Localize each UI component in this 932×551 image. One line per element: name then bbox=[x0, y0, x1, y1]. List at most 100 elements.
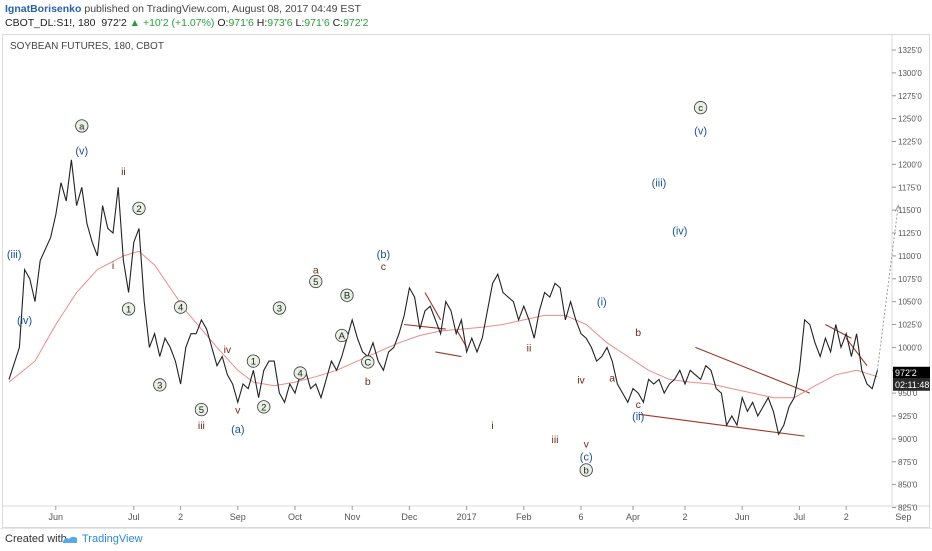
tradingview-logo-icon bbox=[63, 536, 77, 543]
x-tick-label: Dec bbox=[401, 512, 418, 522]
wave-label: (a) bbox=[231, 424, 244, 436]
x-tick-label: Jul bbox=[128, 512, 140, 522]
open-value: 971'6 bbox=[228, 17, 254, 29]
chart-area[interactable]: SOYBEAN FUTURES, 180, CBOT 1325'0 1300'0 1… bbox=[2, 34, 930, 528]
y-tick-label: 825'0 bbox=[898, 504, 918, 513]
y-tick-label: 1075'0 bbox=[898, 275, 922, 284]
wave-label-text: C bbox=[364, 358, 371, 369]
wave-label-text: 3 bbox=[277, 304, 282, 315]
wave-label-text: a bbox=[79, 121, 85, 132]
x-tick-label: Feb bbox=[516, 512, 532, 522]
trendline bbox=[424, 292, 442, 321]
countdown-label: 02:11:48 bbox=[895, 380, 929, 390]
y-tick-label: 1150'0 bbox=[898, 206, 922, 215]
wave-label-text: 2 bbox=[261, 402, 266, 413]
circled-wave-label: c bbox=[693, 101, 708, 115]
y-tick-label: 1325'0 bbox=[898, 46, 922, 55]
y-tick-label: 1125'0 bbox=[898, 229, 922, 238]
y-tick-label: 1300'0 bbox=[898, 69, 922, 78]
x-axis: Jun Jul 2 Sep Oct Nov Dec 2017 Feb 6 Apr 2 Jun Jul 2 Se… bbox=[49, 506, 911, 522]
y-tick-label: 1275'0 bbox=[898, 92, 922, 101]
wave-label: c bbox=[381, 261, 386, 273]
y-tick-label: 900'0 bbox=[898, 435, 918, 444]
x-tick-label: Nov bbox=[344, 512, 361, 522]
footer: Created with TradingView bbox=[0, 528, 932, 551]
wave-label: b bbox=[635, 327, 641, 339]
circled-wave-label: 3 bbox=[272, 301, 286, 315]
close-value: 972'2 bbox=[343, 17, 369, 29]
circled-wave-label: b bbox=[579, 463, 593, 477]
y-tick-label: 950'0 bbox=[898, 389, 918, 398]
y-tick-label: 1050'0 bbox=[898, 298, 922, 307]
wave-label: v bbox=[584, 438, 590, 450]
circled-wave-label: 4 bbox=[174, 300, 188, 314]
trendline bbox=[435, 351, 462, 358]
wave-label: (c) bbox=[580, 451, 593, 463]
wave-label: (iv) bbox=[672, 225, 687, 237]
trendline bbox=[845, 337, 868, 367]
wave-label-text: A bbox=[339, 331, 346, 342]
y-tick-label: 1175'0 bbox=[898, 183, 922, 192]
wave-label: b bbox=[365, 376, 371, 388]
timer-tag: 02:11:48 bbox=[893, 378, 930, 391]
circled-wave-label: C bbox=[361, 355, 375, 369]
circled-wave-label: 5 bbox=[309, 274, 323, 289]
circled-wave-label: A bbox=[335, 328, 349, 343]
wave-label-text: 4 bbox=[178, 303, 183, 314]
low-label: L: bbox=[295, 17, 305, 29]
circled-wave-label: B bbox=[340, 288, 354, 302]
x-tick-label: Sep bbox=[895, 512, 911, 522]
y-tick-label: 1200'0 bbox=[898, 160, 922, 169]
wave-labels: a(v)iii21(iii)(iv)345iiiiv1v(a)234a5BACb… bbox=[7, 101, 708, 477]
wave-label: i bbox=[491, 420, 493, 432]
y-tick-label: 1250'0 bbox=[898, 115, 922, 124]
wave-label-text: 5 bbox=[313, 277, 318, 288]
x-tick-label: 2 bbox=[844, 512, 849, 522]
wave-label-text: c bbox=[698, 103, 703, 114]
wave-label: (ii) bbox=[632, 411, 644, 423]
x-tick-label: 2 bbox=[178, 512, 183, 522]
wave-label-text: 3 bbox=[157, 380, 162, 391]
x-tick-label: Sep bbox=[230, 512, 246, 522]
wave-label: (v) bbox=[75, 146, 88, 158]
wave-label-text: 1 bbox=[126, 304, 131, 315]
chart-header: IgnatBorisenko published on TradingView.… bbox=[0, 0, 932, 32]
y-tick-label: 1100'0 bbox=[898, 252, 922, 261]
price-line bbox=[8, 159, 878, 436]
circled-wave-label: 2 bbox=[132, 201, 146, 215]
circled-wave-label: a bbox=[75, 119, 89, 133]
x-tick-label: Oct bbox=[288, 512, 303, 522]
open-label: O: bbox=[217, 17, 229, 29]
y-tick-label: 875'0 bbox=[898, 458, 918, 467]
last-price-tag: 972'2 bbox=[893, 366, 930, 379]
wave-label: iii bbox=[552, 434, 559, 446]
wave-label: (i) bbox=[597, 297, 607, 309]
y-tick-label: 1000'0 bbox=[898, 343, 922, 352]
wave-label-text: 2 bbox=[136, 204, 141, 215]
chart-title: SOYBEAN FUTURES, 180, CBOT bbox=[10, 41, 164, 52]
moving-average-line bbox=[8, 250, 878, 399]
x-tick-label: Jun bbox=[735, 512, 750, 522]
wave-label: i bbox=[112, 260, 114, 272]
author-link[interactable]: IgnatBorisenko bbox=[5, 3, 82, 15]
wave-label: iii bbox=[198, 420, 205, 432]
trendline bbox=[638, 413, 805, 437]
projection-arrow-icon bbox=[894, 204, 902, 212]
y-tick-label: 850'0 bbox=[898, 481, 918, 490]
wave-label-text: 4 bbox=[298, 368, 303, 379]
high-value: 973'6 bbox=[267, 17, 293, 29]
x-tick-label: 2017 bbox=[457, 512, 477, 522]
price-value: 972'2 bbox=[101, 17, 127, 29]
up-arrow-icon: ▲ bbox=[129, 17, 141, 29]
wave-label: ii bbox=[527, 342, 532, 354]
tradingview-brand-link[interactable]: TradingView bbox=[82, 533, 143, 545]
price-chart[interactable]: SOYBEAN FUTURES, 180, CBOT 1325'0 1300'0 1… bbox=[2, 34, 930, 528]
x-tick-label: Apr bbox=[626, 512, 640, 522]
y-tick-label: 1025'0 bbox=[898, 321, 922, 330]
wave-label: (iv) bbox=[17, 315, 32, 327]
wave-label: a bbox=[313, 265, 319, 277]
wave-label-text: 5 bbox=[199, 405, 204, 416]
wave-label-text: B bbox=[344, 291, 350, 302]
circled-wave-label: 4 bbox=[293, 366, 307, 380]
x-tick-label: 2 bbox=[682, 512, 687, 522]
